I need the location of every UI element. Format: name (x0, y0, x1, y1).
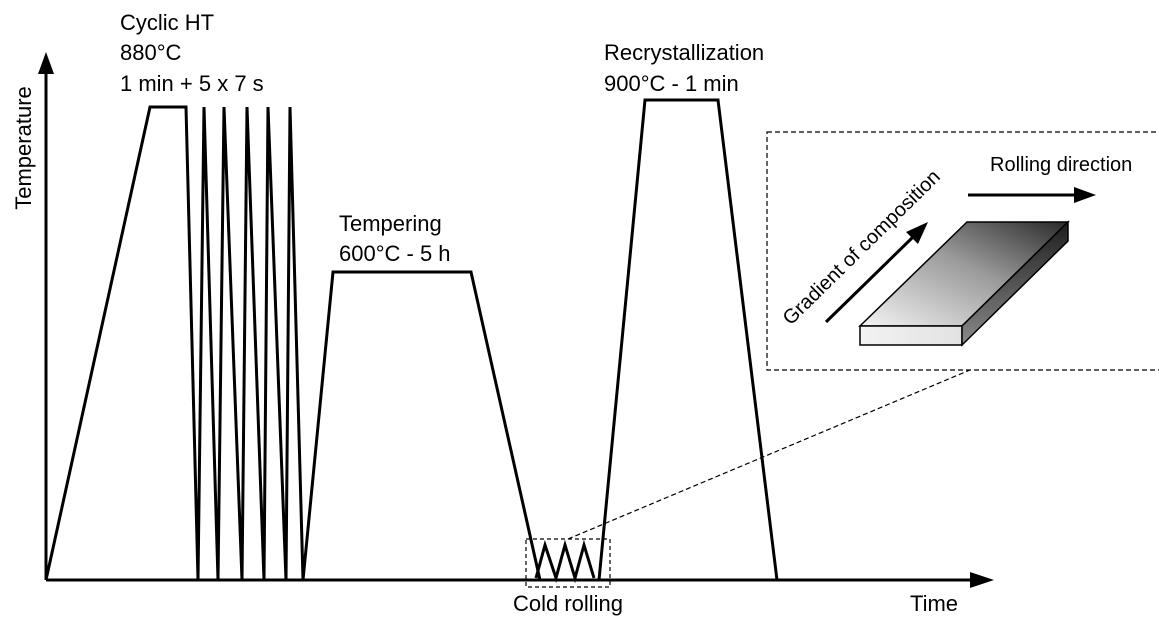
sheet-sample (858, 220, 1070, 347)
tempering-condition: 600°C - 5 h (339, 241, 451, 266)
cold-rolling-label: Cold rolling (513, 591, 623, 616)
rolling-direction-arrowhead (1074, 187, 1096, 203)
recrystallization-title: Recrystallization (604, 40, 764, 65)
tempering-title: Tempering (339, 211, 442, 236)
cold-rolling-zigzag (534, 539, 596, 584)
sheet-front-face (859, 325, 963, 346)
y-axis-arrowhead (38, 52, 54, 74)
y-axis-label: Temperature (11, 86, 36, 210)
temperature-profile-line (44, 98, 779, 582)
cyclic-ht-title: Cyclic HT (120, 10, 214, 35)
recrystallization-condition: 900°C - 1 min (604, 71, 739, 96)
cyclic-ht-duration: 1 min + 5 x 7 s (120, 71, 264, 96)
cyclic-ht-temperature: 880°C (120, 40, 182, 65)
x-axis-label: Time (910, 591, 958, 616)
x-axis-arrowhead (970, 572, 994, 588)
sheet-side-face (961, 220, 1069, 347)
gradient-arrow-shaft (824, 235, 915, 324)
gradient-arrowhead (906, 222, 928, 244)
rolling-direction-label: Rolling direction (990, 154, 1132, 176)
axes (44, 72, 975, 582)
zoom-connector-line (567, 369, 971, 540)
